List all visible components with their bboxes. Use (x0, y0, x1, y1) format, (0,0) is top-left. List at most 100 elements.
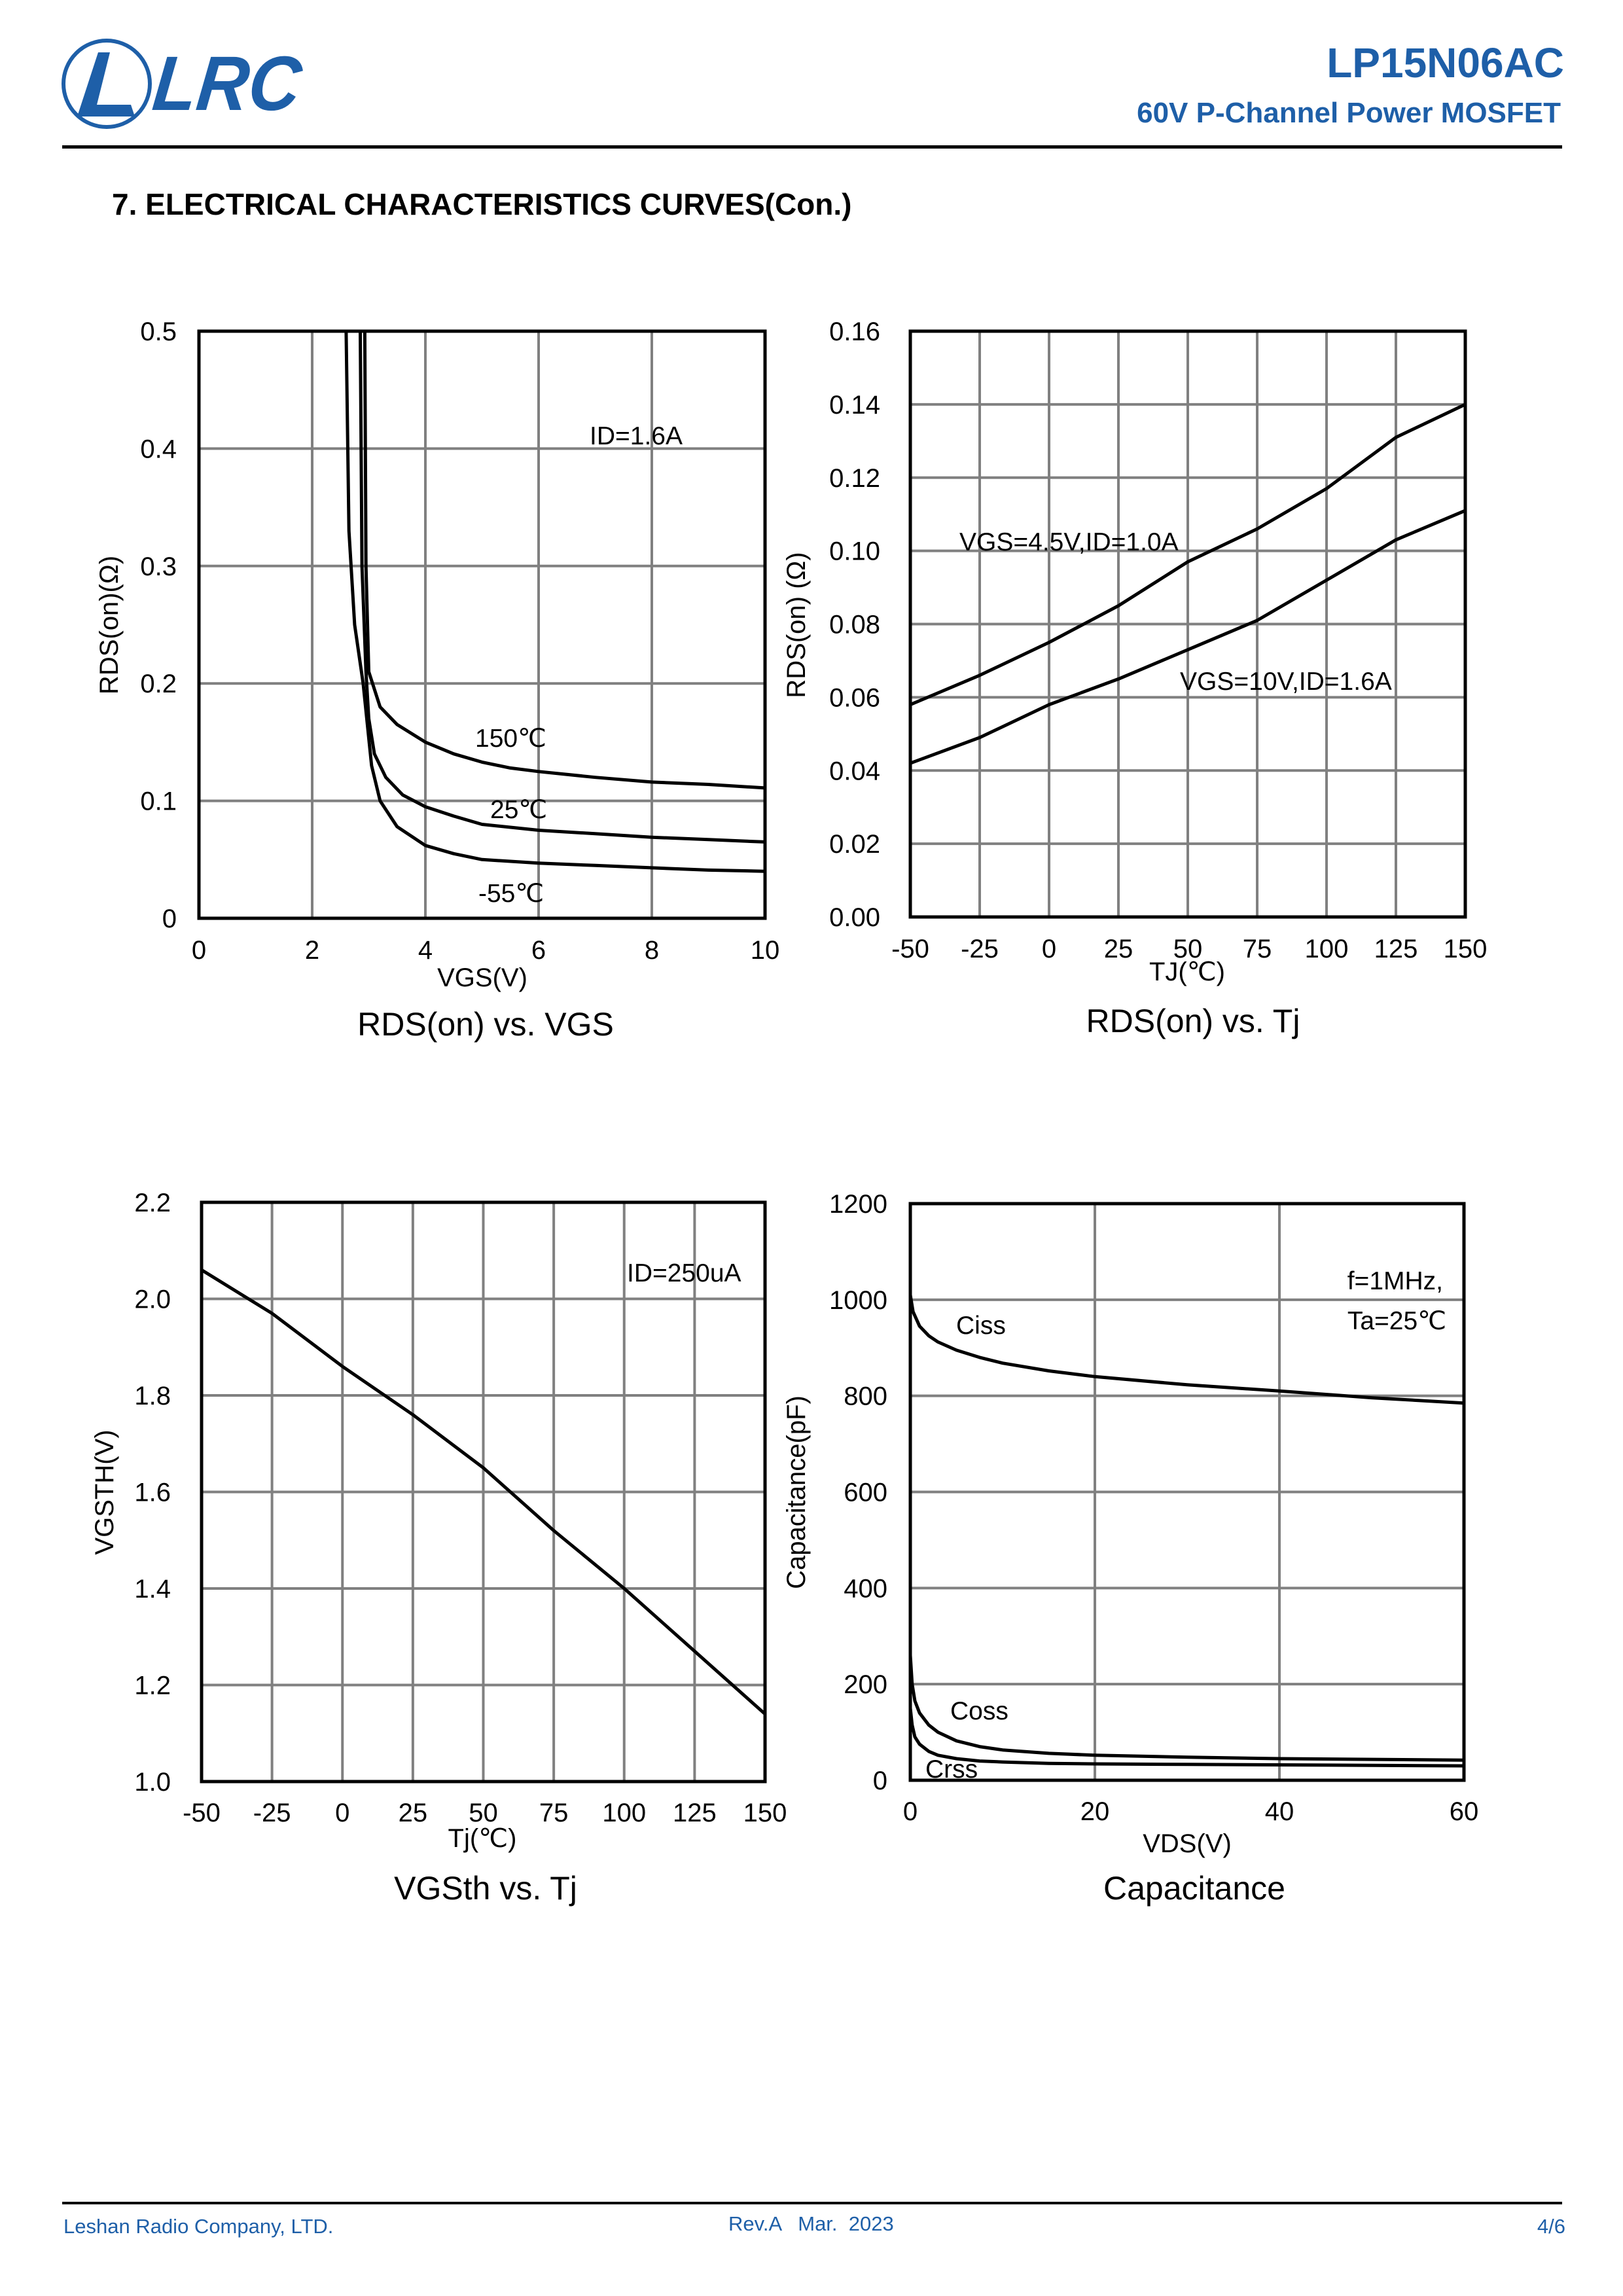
y-tick-label: 1.2 (134, 1672, 171, 1700)
x-tick-label: 25 (399, 1799, 428, 1827)
chart-title: Capacitance (1103, 1870, 1285, 1907)
y-axis-label: RDS(on)(Ω) (95, 556, 124, 694)
x-tick-label: 50 (469, 1799, 498, 1827)
chart-annotation: Crss (925, 1755, 978, 1784)
chart-annotation: -55℃ (478, 880, 544, 908)
chart-annotation: 25℃ (490, 796, 547, 824)
x-axis-label: VDS(V) (1143, 1829, 1232, 1858)
chart-annotation: ID=1.6A (590, 422, 683, 450)
y-axis-label: RDS(on) (Ω) (782, 552, 811, 698)
footer-page-number: 4/6 (1537, 2215, 1565, 2238)
logo-circle (62, 39, 152, 129)
x-tick-label: 50 (1173, 935, 1203, 963)
footer-company: Leshan Radio Company, LTD. (63, 2215, 333, 2238)
logo-triangle-icon (77, 52, 135, 117)
lrc-logo: LRC (62, 39, 306, 129)
chart-annotation: Ta=25℃ (1347, 1307, 1446, 1335)
chart-annotation: f=1MHz, (1347, 1267, 1443, 1295)
x-axis-label: TJ(℃) (1149, 958, 1225, 986)
x-tick-label: -25 (253, 1799, 291, 1827)
footer-rule (62, 2202, 1562, 2204)
x-tick-label: 20 (1080, 1797, 1110, 1826)
y-tick-label: 0 (873, 1767, 887, 1795)
series-line-25- (359, 331, 765, 844)
y-tick-label: 0.2 (140, 670, 177, 698)
chart-annotation: 150℃ (475, 725, 546, 753)
x-tick-label: -50 (891, 935, 929, 963)
series-line-150- (363, 331, 765, 790)
x-axis-label: VGS(V) (437, 963, 527, 992)
plot-frame (908, 329, 1467, 919)
plot-frame (908, 1202, 1466, 1782)
y-tick-label: 0.14 (829, 391, 880, 420)
y-tick-label: 0 (162, 905, 177, 933)
logo-text: LRC (149, 41, 306, 127)
x-tick-label: 0 (903, 1797, 918, 1826)
x-tick-label: 0 (335, 1799, 349, 1827)
y-tick-label: 1200 (829, 1190, 887, 1219)
chart-annotation: ID=250uA (627, 1259, 741, 1287)
series-line-vgs-4-5v-id-1-0a (910, 403, 1465, 706)
y-tick-label: 0.00 (829, 903, 880, 932)
y-axis-label: Capacitance(pF) (782, 1395, 811, 1589)
x-tick-label: 25 (1104, 935, 1133, 963)
y-tick-label: 0.06 (829, 683, 880, 712)
logo-triangle-cutout (98, 77, 124, 105)
footer-revision: Rev.A Mar. 2023 (728, 2212, 894, 2235)
x-tick-label: 100 (602, 1799, 646, 1827)
y-tick-label: 0.4 (140, 435, 177, 463)
x-tick-label: 2 (305, 936, 319, 965)
y-tick-label: 600 (844, 1479, 887, 1507)
y-tick-label: 2.0 (134, 1285, 171, 1314)
y-tick-label: 0.16 (829, 317, 880, 346)
x-tick-label: 75 (539, 1799, 569, 1827)
series-line-crss (910, 1708, 1464, 1768)
y-tick-label: 1.6 (134, 1479, 171, 1507)
capacitance-chart: 0 20 40 60020040060080010001200VDS(V)Capaci… (782, 1190, 1478, 1907)
x-tick-label: 6 (531, 936, 546, 965)
y-tick-label: 800 (844, 1382, 887, 1411)
rdson-vs-vgs-chart: 0 2 4 6 8 10 0 0.1 0.2 0.3 0.4 0.5 VGS(V) RDS(on)(Ω) R… (95, 317, 779, 1043)
y-tick-label: 0.12 (829, 464, 880, 493)
x-tick-label: 40 (1265, 1797, 1294, 1826)
x-tick-label: -25 (961, 935, 999, 963)
chart-title: VGSth vs. Tj (394, 1870, 577, 1907)
series-line-coss (910, 1655, 1464, 1762)
y-tick-label: 400 (844, 1574, 887, 1603)
series-line-vgsth (202, 1268, 765, 1715)
y-tick-label: 0.08 (829, 611, 880, 639)
plot-frame (197, 329, 767, 920)
series-line-vgs-10v-id-1-6a (910, 509, 1465, 765)
x-tick-label: 75 (1243, 935, 1272, 963)
x-axis-label: Tj(℃) (448, 1824, 517, 1853)
chart-title: RDS(on) vs. VGS (357, 1006, 614, 1043)
chart-annotation: VGS=10V,ID=1.6A (1180, 668, 1392, 696)
x-tick-label: 100 (1305, 935, 1349, 963)
x-tick-label: -50 (183, 1799, 221, 1827)
plot-frame (200, 1200, 767, 1784)
y-tick-label: 0.04 (829, 757, 880, 785)
x-tick-label: 8 (645, 936, 659, 965)
rdson-vs-tj-chart: -50 -25 0 25 50 75 100 125 150 0.00 0.02 0.04 0.06 0.… (782, 317, 1487, 1039)
x-tick-label: 125 (1374, 935, 1418, 963)
header-rule (62, 145, 1562, 149)
x-tick-label: 4 (418, 936, 433, 965)
series-line--55- (344, 331, 765, 873)
x-tick-label: 0 (1042, 935, 1056, 963)
y-tick-label: 0.10 (829, 537, 880, 566)
y-tick-label: 0.1 (140, 787, 177, 816)
x-tick-label: 60 (1450, 1797, 1479, 1826)
x-tick-label: 10 (751, 936, 780, 965)
y-axis-label: VGSTH(V) (90, 1429, 119, 1554)
y-tick-label: 1.8 (134, 1382, 171, 1410)
chart-title: RDS(on) vs. Tj (1086, 1003, 1300, 1039)
x-tick-label: 125 (673, 1799, 717, 1827)
chart-annotation: Coss (950, 1697, 1008, 1725)
x-tick-label: 150 (1444, 935, 1488, 963)
y-tick-label: 0.5 (140, 317, 177, 346)
y-tick-label: 0.02 (829, 830, 880, 859)
y-tick-label: 1.0 (134, 1768, 171, 1797)
y-tick-label: 200 (844, 1670, 887, 1699)
part-number: LP15N06AC (1327, 39, 1564, 86)
